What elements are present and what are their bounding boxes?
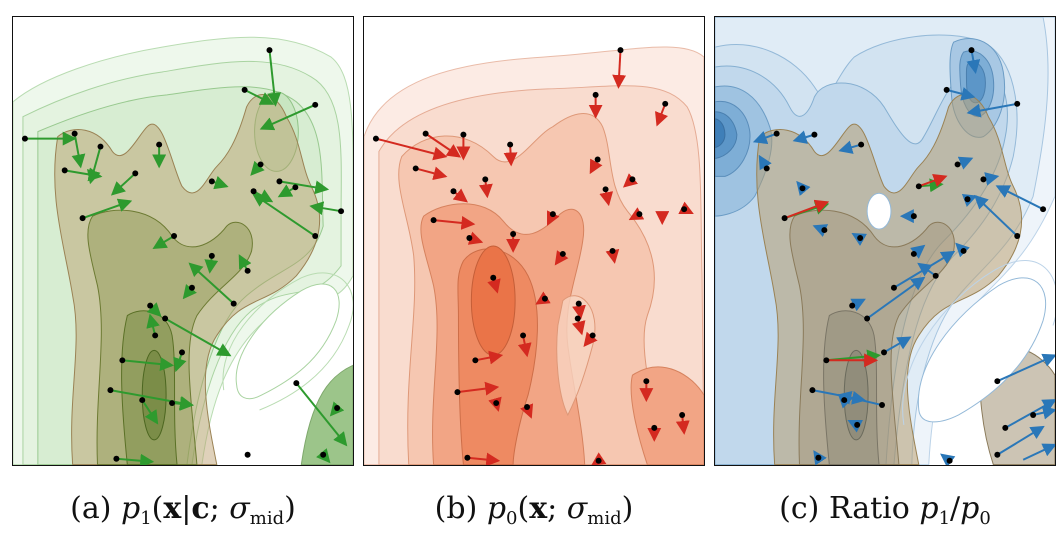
- caption-c-word: Ratio: [828, 491, 910, 526]
- caption-b-open-paren: (: [517, 491, 530, 526]
- caption-a-symbol: p: [120, 491, 141, 526]
- caption-c-sub-1: 1: [938, 508, 951, 529]
- caption-c-symbol-2: p: [960, 491, 980, 526]
- low-ratio-hole: [917, 277, 1047, 423]
- caption-b-x: x: [529, 491, 548, 526]
- caption-c-label: (c): [779, 491, 820, 526]
- caption-b-label: (b): [434, 491, 478, 526]
- caption-a-open-paren: (: [151, 491, 164, 526]
- caption-a-semicolon: ;: [209, 491, 220, 526]
- caption-b-sigma: σ: [566, 491, 588, 526]
- panel-a-p1-conditional: [12, 16, 354, 466]
- sample-points: [372, 47, 688, 464]
- caption-b-sub: 0: [506, 508, 518, 529]
- caption-b-semicolon: ;: [547, 491, 558, 526]
- caption-a-label: (a): [70, 491, 112, 526]
- caption-a-c: c: [191, 491, 210, 526]
- caption-a-sub: 1: [140, 508, 152, 529]
- caption-a-sigma: σ: [229, 491, 250, 526]
- caption-b-sigma-sub: mid: [587, 508, 622, 529]
- caption-c-slash: /: [950, 491, 961, 526]
- caption-b: (b) p0(x; σmid): [363, 494, 705, 528]
- comparison-arrows: [784, 173, 948, 368]
- panel-a-plot: [13, 36, 353, 465]
- caption-a: (a) p1(x|c; σmid): [12, 494, 354, 528]
- caption-a-close-paren: ): [284, 491, 296, 526]
- caption-b-symbol: p: [486, 491, 507, 526]
- caption-b-close-paren: ): [621, 491, 634, 526]
- sample-points: [21, 47, 345, 462]
- panel-b-plot: [364, 46, 704, 465]
- caption-a-sigma-sub: mid: [249, 508, 285, 529]
- panel-c-density-ratio: [714, 16, 1056, 466]
- panel-c-plot: [715, 17, 1055, 465]
- caption-a-x: x: [163, 491, 182, 526]
- sample-points: [763, 47, 1047, 464]
- caption-a-bar: |: [181, 491, 192, 526]
- panel-b-p0-unconditional: [363, 16, 705, 466]
- caption-c-symbol-1: p: [919, 491, 939, 526]
- blue-ratio-arrows: [752, 49, 1055, 465]
- low-density-hole: [235, 283, 340, 400]
- caption-c-sub-2: 0: [979, 508, 991, 529]
- caption-c: (c) Ratio p1/p0: [714, 491, 1056, 528]
- orange-density-contours: [364, 46, 704, 465]
